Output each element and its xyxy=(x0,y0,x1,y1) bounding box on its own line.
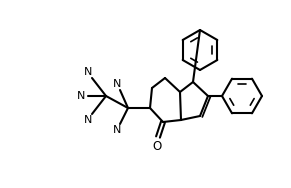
Text: N: N xyxy=(77,91,85,101)
Text: O: O xyxy=(152,139,162,152)
Text: N: N xyxy=(84,114,92,124)
Text: N: N xyxy=(84,67,92,77)
Text: N: N xyxy=(113,125,121,135)
Text: N: N xyxy=(113,79,121,89)
